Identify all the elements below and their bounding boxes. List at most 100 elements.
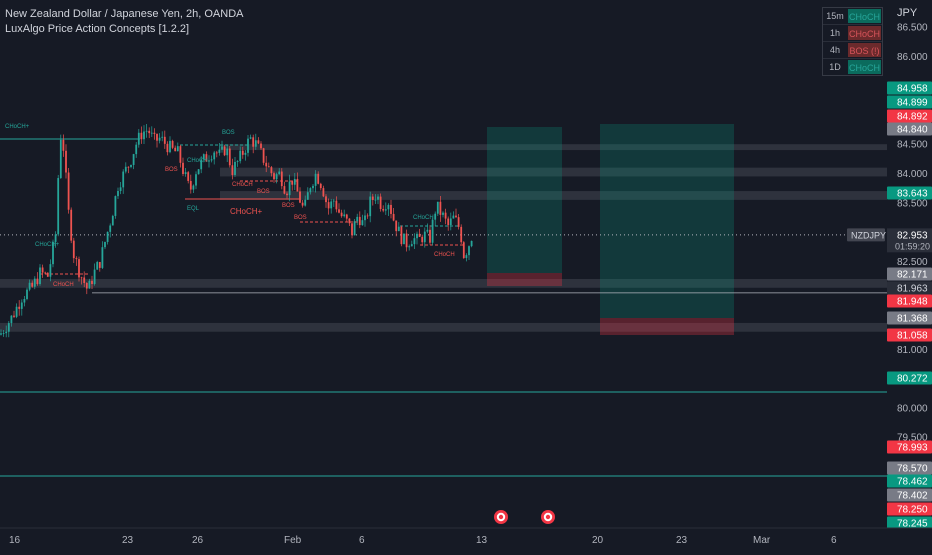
candle-body [169, 140, 171, 153]
liquidity-zone [220, 167, 887, 177]
structure-label: CHoCH [434, 252, 455, 258]
time-tick-label: 6 [831, 535, 837, 546]
candle-body [400, 226, 403, 245]
candle-body [374, 199, 377, 201]
mtf-timeframe: 1D [829, 62, 841, 72]
candle-body [280, 171, 283, 187]
candle-body [20, 302, 23, 309]
candle-body [434, 213, 437, 220]
candle-body [80, 277, 83, 279]
level-tag-text: 78.993 [897, 443, 928, 454]
market-structure [40, 144, 465, 275]
candle-body [449, 218, 452, 226]
candle-body [150, 132, 153, 134]
chart-header: New Zealand Dollar / Japanese Yen, 2h, O… [5, 7, 243, 37]
time-tick-label: 16 [9, 535, 21, 546]
candle-body [455, 215, 457, 218]
candle-body [153, 132, 156, 134]
candle-body [39, 267, 41, 285]
candle-body [174, 147, 177, 152]
level-tag-text: 81.368 [897, 314, 928, 325]
candle-body [442, 212, 444, 215]
candle-body [132, 154, 135, 165]
structure-label: EQL [187, 206, 200, 212]
level-tag-text: 84.840 [897, 125, 928, 136]
candle-body [314, 173, 317, 186]
liquidity-zone [0, 278, 887, 288]
candle-body [231, 165, 234, 175]
indicator-title[interactable]: LuxAlgo Price Action Concepts [1.2.2] [5, 23, 190, 35]
candle-body [10, 315, 13, 324]
candle-body [202, 154, 205, 160]
time-tick-label: 23 [122, 535, 134, 546]
candle-body [26, 289, 28, 300]
symbol-title[interactable]: New Zealand Dollar / Japanese Yen, 2h, O… [5, 8, 244, 20]
candle-body [114, 196, 117, 216]
candle-body [296, 178, 299, 192]
candles [0, 124, 473, 338]
price-tick-label: 84.500 [897, 140, 928, 151]
level-tag [887, 95, 932, 109]
candle-body [444, 212, 447, 219]
candle-body [163, 136, 166, 144]
long-target-box [600, 124, 734, 318]
level-tag-text: 84.892 [897, 112, 928, 123]
candle-body [431, 219, 434, 243]
price-tick-label: 82.500 [897, 257, 928, 268]
candle-body [319, 183, 322, 189]
candle-body [470, 240, 473, 247]
candle-body [252, 137, 255, 147]
candle-body [137, 132, 140, 145]
candle-body [338, 209, 340, 213]
candle-body [462, 242, 465, 258]
symbol-tag-bg [847, 228, 885, 242]
candle-body [299, 191, 301, 203]
symbol-tag: NZDJPY [851, 230, 886, 240]
structure-label: CHoCH [413, 215, 434, 221]
liquidity-zone [220, 191, 887, 200]
candle-body [218, 149, 221, 153]
candle-body [293, 178, 296, 185]
candle-body [330, 201, 333, 209]
candle-body [104, 241, 106, 248]
candle-body [44, 272, 47, 274]
candle-body [366, 215, 369, 217]
candle-body [57, 178, 60, 235]
candle-body [195, 174, 197, 186]
candle-body [262, 148, 265, 163]
price-tick-label: 86.500 [897, 23, 928, 34]
candle-body [36, 278, 39, 285]
level-tag [887, 461, 932, 475]
candle-body [239, 150, 242, 162]
structure-label: CHoCH [53, 282, 74, 288]
candle-body [278, 171, 281, 175]
candle-body [83, 277, 86, 283]
candle-body [283, 186, 286, 194]
structure-label: BOS [165, 167, 178, 173]
candle-body [5, 331, 8, 334]
level-tag [887, 502, 932, 516]
candle-body [244, 152, 247, 155]
candle-body [371, 196, 374, 200]
level-lines [0, 138, 887, 477]
candle-body [33, 278, 36, 287]
structure-label: CHoCH [232, 182, 253, 188]
candle-body [148, 130, 151, 134]
structure-label: CHoCH+ [35, 242, 60, 248]
candle-body [171, 140, 174, 148]
candle-body [88, 280, 91, 289]
price-tick-label: 86.000 [897, 52, 928, 63]
candle-body [208, 160, 210, 162]
candle-body [267, 166, 270, 168]
candle-body [101, 247, 104, 268]
candle-body [228, 148, 231, 166]
candle-body [343, 214, 346, 217]
level-tag [887, 281, 932, 295]
candle-body [382, 208, 385, 211]
level-tag [887, 488, 932, 502]
candle-body [135, 144, 138, 155]
candle-body [49, 264, 52, 277]
candle-body [309, 188, 312, 193]
